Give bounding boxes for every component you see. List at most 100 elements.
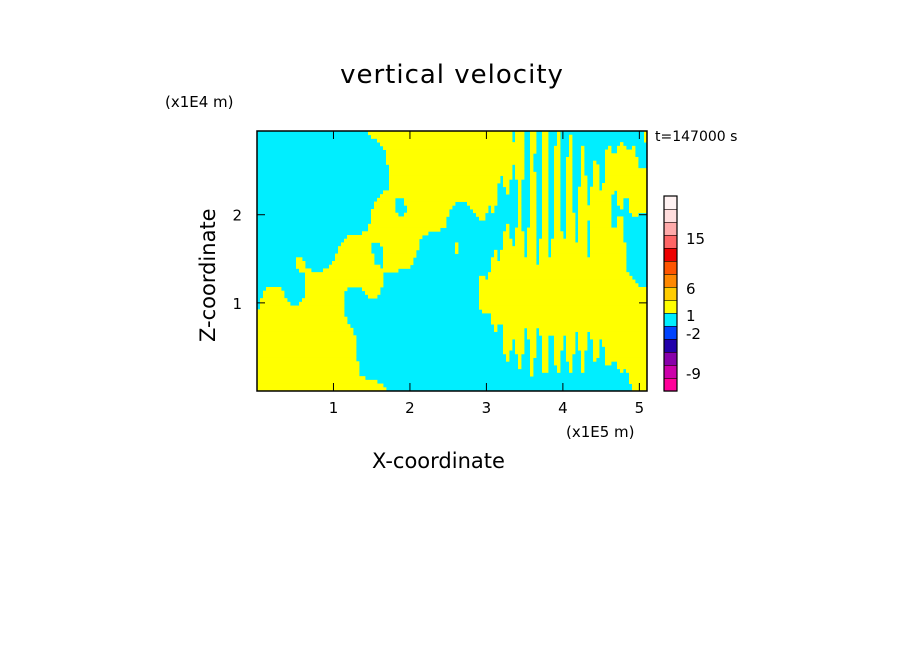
field-cell [590, 253, 627, 258]
field-cell [491, 205, 495, 210]
field-cell [518, 216, 522, 221]
field-cell [257, 320, 348, 325]
field-cell [542, 339, 549, 344]
field-cell [530, 149, 537, 154]
colorbar-swatch [663, 234, 678, 249]
field-cell [620, 368, 624, 373]
field-cell [554, 183, 561, 188]
field-cell [515, 242, 525, 247]
field-cell [503, 175, 513, 180]
field-cell [566, 353, 573, 358]
field-cell [503, 238, 513, 243]
field-cell [479, 298, 647, 303]
field-cell [257, 309, 345, 314]
field-cell [374, 205, 396, 210]
y-tick-label: 1 [232, 295, 242, 313]
field-cell [539, 331, 576, 336]
field-cell [494, 253, 498, 258]
field-cell [491, 268, 627, 273]
field-cell [518, 186, 522, 191]
field-cell [542, 153, 549, 158]
field-cell [554, 201, 561, 206]
field-cell [257, 342, 357, 347]
field-cell [506, 227, 510, 232]
field-cell [530, 201, 537, 206]
field-cell [542, 186, 549, 191]
field-cell [644, 138, 647, 143]
field-cell [566, 201, 573, 206]
field-cell [629, 372, 647, 377]
field-cell [305, 287, 348, 292]
field-cell [581, 350, 585, 355]
field-cell [365, 290, 381, 295]
axes: 1 2 3 4 5 1 2 [232, 131, 647, 417]
x-axis-label: X-coordinate [372, 449, 505, 473]
field-cell [299, 268, 312, 273]
field-cell [608, 145, 612, 150]
field-cell [554, 342, 564, 347]
field-cell [530, 194, 537, 199]
field-cell [389, 164, 513, 169]
field-cell [539, 242, 549, 247]
field-cell [539, 246, 549, 251]
field-cell [569, 368, 573, 373]
field-cell [530, 145, 537, 150]
field-cell [506, 223, 510, 228]
field-cell [566, 216, 576, 221]
field-cell [530, 160, 534, 165]
field-cell [554, 335, 564, 340]
field-cell [554, 361, 561, 366]
field-cell [557, 138, 561, 143]
field-cell [554, 209, 561, 214]
field-cell [593, 171, 600, 176]
colorbar-frame [663, 195, 678, 392]
field-cell [605, 149, 612, 154]
field-cell [455, 249, 459, 254]
field-cell [542, 368, 549, 373]
field-cell [491, 320, 647, 325]
field-cell [566, 335, 576, 340]
field-cell [500, 249, 525, 254]
field-cell [542, 335, 549, 340]
field-cell [344, 238, 420, 243]
field-cell [515, 231, 525, 236]
field-cell [263, 294, 285, 299]
field-cell [518, 212, 522, 217]
field-cell [530, 142, 537, 147]
field-cell [581, 179, 588, 184]
field-cell [554, 145, 561, 150]
y-axis-unit: (x1E4 m) [165, 93, 234, 111]
field-cell [530, 171, 537, 176]
field-cell [530, 134, 537, 139]
field-cell [491, 209, 495, 214]
field-cell [335, 253, 375, 258]
field-cell [590, 331, 647, 336]
field-cell [554, 190, 561, 195]
field-cell [581, 368, 585, 373]
field-cell [590, 249, 627, 254]
field-cell [629, 376, 647, 381]
field-cell [257, 335, 357, 340]
field-cell [530, 361, 534, 366]
field-cell [542, 134, 549, 139]
field-cell [530, 368, 534, 373]
field-cell [617, 197, 624, 202]
field-cell [488, 272, 630, 277]
field-cell [578, 235, 588, 240]
field-cell [383, 145, 525, 150]
field-cell [569, 134, 573, 139]
x-tick-label: 2 [405, 399, 415, 417]
field-cell [479, 290, 647, 295]
field-cell [506, 186, 510, 191]
field-cell [530, 153, 534, 158]
field-cell [593, 357, 597, 362]
field-cell [305, 283, 384, 288]
field-cell [503, 231, 510, 236]
field-cell [542, 212, 549, 217]
field-cell [605, 353, 647, 358]
field-cell [593, 346, 600, 351]
field-cell [368, 131, 513, 136]
field-cell [539, 261, 627, 266]
field-cell [566, 339, 576, 344]
field-cell [593, 168, 600, 173]
